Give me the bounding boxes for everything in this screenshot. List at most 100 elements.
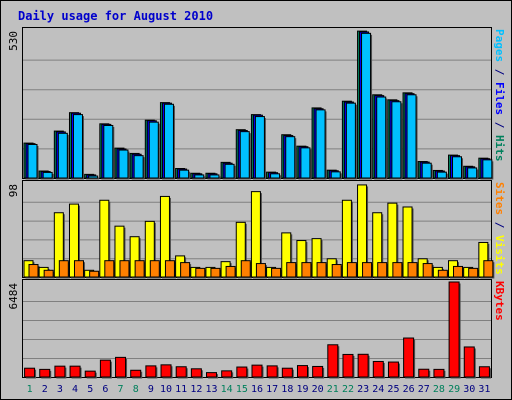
bar-pages-day-3 <box>57 132 68 179</box>
bar-kbytes-day-7 <box>115 356 127 378</box>
x-tick-label: 9 <box>148 384 154 395</box>
bar-sites-day-19 <box>301 262 312 278</box>
x-tick-label: 19 <box>296 384 308 395</box>
bar-sites-day-8 <box>134 260 145 278</box>
bar-pages-day-26 <box>406 94 417 179</box>
chart-panels: 530 Pages / Files / Hits 98 Sites / Visits 6… <box>7 27 506 379</box>
x-tick-label: 27 <box>418 384 430 395</box>
bar-pages-day-4 <box>72 114 83 179</box>
bar-sites-day-30 <box>468 267 479 278</box>
bar-kbytes-day-10 <box>160 364 172 378</box>
bar-pages-day-28 <box>436 171 447 179</box>
y-axis-label-part: / <box>493 62 506 82</box>
x-tick-label: 21 <box>327 384 339 395</box>
bar-kbytes-day-25 <box>387 361 399 378</box>
y-max-label: 6484 <box>7 283 20 310</box>
bar-sites-day-17 <box>271 267 282 278</box>
bar-kbytes-day-3 <box>54 365 66 378</box>
x-tick-label: 1 <box>27 384 33 395</box>
bar-pages-day-21 <box>330 171 341 179</box>
x-tick-label: 17 <box>266 384 278 395</box>
bar-pages-day-7 <box>118 149 129 179</box>
y-axis-label-part: / <box>493 215 506 235</box>
bar-pages-day-15 <box>239 131 250 179</box>
bar-sites-day-18 <box>286 262 297 278</box>
bar-sites-day-20 <box>316 262 327 278</box>
y-axis-label-part: Files <box>493 82 506 115</box>
bar-kbytes-day-8 <box>130 369 142 378</box>
bar-sites-day-15 <box>240 260 251 278</box>
x-tick-label: 11 <box>175 384 187 395</box>
bar-pages-day-24 <box>376 96 387 179</box>
bar-pages-day-10 <box>163 103 174 179</box>
bar-sites-day-14 <box>225 265 236 278</box>
bar-sites-day-4 <box>73 260 84 278</box>
bar-kbytes-day-18 <box>281 367 293 378</box>
bar-sites-day-2 <box>43 269 54 278</box>
x-tick-label: 13 <box>205 384 217 395</box>
x-tick-label: 4 <box>72 384 78 395</box>
panel-hits-files-pages: 530 Pages / Files / Hits <box>7 27 506 180</box>
x-tick-label: 6 <box>102 384 108 395</box>
bar-kbytes-day-23 <box>357 353 369 378</box>
bar-kbytes-day-29 <box>448 281 460 378</box>
bar-pages-day-17 <box>270 173 281 179</box>
panel-kbytes: 6484 KBytes <box>7 279 506 379</box>
y-axis-label: Pages / Files / Hits <box>493 29 506 162</box>
bar-kbytes-day-11 <box>175 366 187 378</box>
bar-kbytes-day-2 <box>39 368 51 378</box>
bar-kbytes-day-21 <box>327 344 339 378</box>
bar-pages-day-20 <box>315 109 326 179</box>
x-tick-label: 26 <box>403 384 415 395</box>
x-tick-label: 24 <box>372 384 384 395</box>
x-tick-label: 15 <box>236 384 248 395</box>
bar-sites-day-10 <box>164 260 175 278</box>
bar-kbytes-day-1 <box>24 367 36 378</box>
y-axis-label-part: Hits <box>493 135 506 162</box>
bar-pages-day-31 <box>482 159 493 179</box>
bar-pages-day-14 <box>224 163 235 179</box>
bar-sites-day-28 <box>437 269 448 278</box>
bar-kbytes-day-31 <box>478 366 490 378</box>
x-tick-label: 29 <box>448 384 460 395</box>
bar-pages-day-11 <box>179 169 190 179</box>
x-tick-label: 22 <box>342 384 354 395</box>
bar-pages-day-16 <box>254 116 265 179</box>
bar-kbytes-day-6 <box>99 359 111 378</box>
bar-kbytes-day-15 <box>236 366 248 378</box>
bar-sites-day-12 <box>195 267 206 278</box>
bar-pages-day-8 <box>133 155 144 179</box>
bar-sites-day-5 <box>89 270 100 278</box>
bar-pages-day-12 <box>194 174 205 179</box>
y-axis-label: Sites / Visits <box>493 182 506 275</box>
x-tick-label: 10 <box>160 384 172 395</box>
bar-kbytes-day-4 <box>69 365 81 378</box>
bar-pages-day-9 <box>148 121 159 179</box>
x-tick-label: 23 <box>357 384 369 395</box>
x-tick-label: 25 <box>387 384 399 395</box>
bar-pages-day-13 <box>209 174 220 179</box>
bar-sites-day-7 <box>119 260 130 278</box>
bar-sites-day-11 <box>180 262 191 278</box>
bar-kbytes-day-12 <box>190 368 202 378</box>
x-tick-label: 31 <box>478 384 490 395</box>
x-tick-label: 28 <box>433 384 445 395</box>
y-axis-label-part: Visits <box>493 235 506 275</box>
bar-sites-day-29 <box>453 265 464 278</box>
x-tick-label: 8 <box>133 384 139 395</box>
bar-kbytes-day-24 <box>372 360 384 378</box>
bar-kbytes-day-16 <box>251 364 263 378</box>
bar-pages-day-19 <box>300 147 311 179</box>
y-axis-label-part: / <box>493 115 506 135</box>
bar-sites-day-9 <box>149 260 160 278</box>
bar-kbytes-day-13 <box>206 372 218 378</box>
bar-pages-day-27 <box>421 162 432 179</box>
bar-pages-day-5 <box>88 175 99 179</box>
panel-visits-sites: 98 Sites / Visits <box>7 180 506 279</box>
y-max-label: 530 <box>7 31 20 51</box>
y-max-label: 98 <box>7 184 20 197</box>
x-tick-label: 3 <box>57 384 63 395</box>
x-tick-label: 20 <box>312 384 324 395</box>
bar-kbytes-day-14 <box>221 370 233 378</box>
